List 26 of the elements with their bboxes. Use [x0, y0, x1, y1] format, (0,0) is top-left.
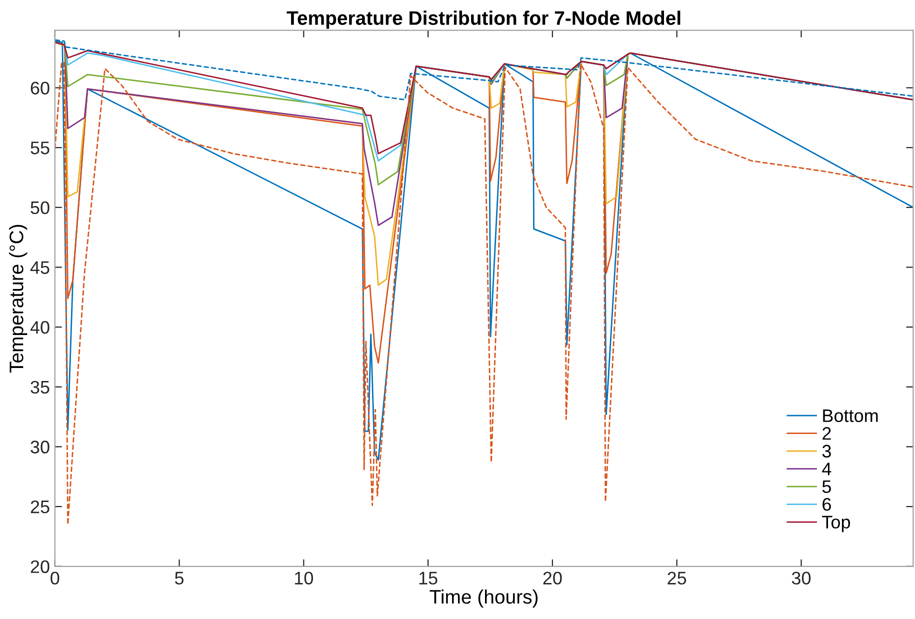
x-tick-label: 20 [543, 572, 562, 585]
legend-label: 4 [822, 462, 832, 476]
legend-label: Bottom [823, 410, 878, 422]
y-tick-label: 30 [30, 440, 50, 454]
legend-label: 6 [822, 498, 831, 511]
legend-label: 3 [822, 444, 831, 458]
x-tick-label: 25 [668, 572, 686, 585]
x-axis-title: Time (hours) [430, 589, 538, 608]
y-tick-label: 60 [30, 82, 50, 94]
legend-label: 5 [822, 480, 831, 494]
y-tick-label: 50 [30, 201, 50, 214]
x-tick-label: 30 [792, 572, 811, 585]
y-tick-label: 40 [30, 321, 50, 334]
x-tick-label: 15 [419, 572, 438, 585]
x-tick-label: 10 [295, 572, 314, 585]
y-axis-title: Temperature (°C) [9, 224, 28, 373]
y-tick-label: 45 [30, 261, 50, 274]
chart-title: Temperature Distribution for 7-Node Model [286, 10, 680, 29]
legend-label: Top [822, 516, 850, 532]
y-tick-label: 20 [30, 560, 50, 574]
x-tick-label: 0 [50, 572, 60, 585]
y-tick-label: 55 [30, 142, 50, 154]
x-tick-label: 5 [174, 572, 184, 585]
y-tick-label: 25 [30, 500, 50, 514]
legend-label: 2 [822, 427, 831, 440]
y-tick-label: 35 [30, 380, 50, 394]
